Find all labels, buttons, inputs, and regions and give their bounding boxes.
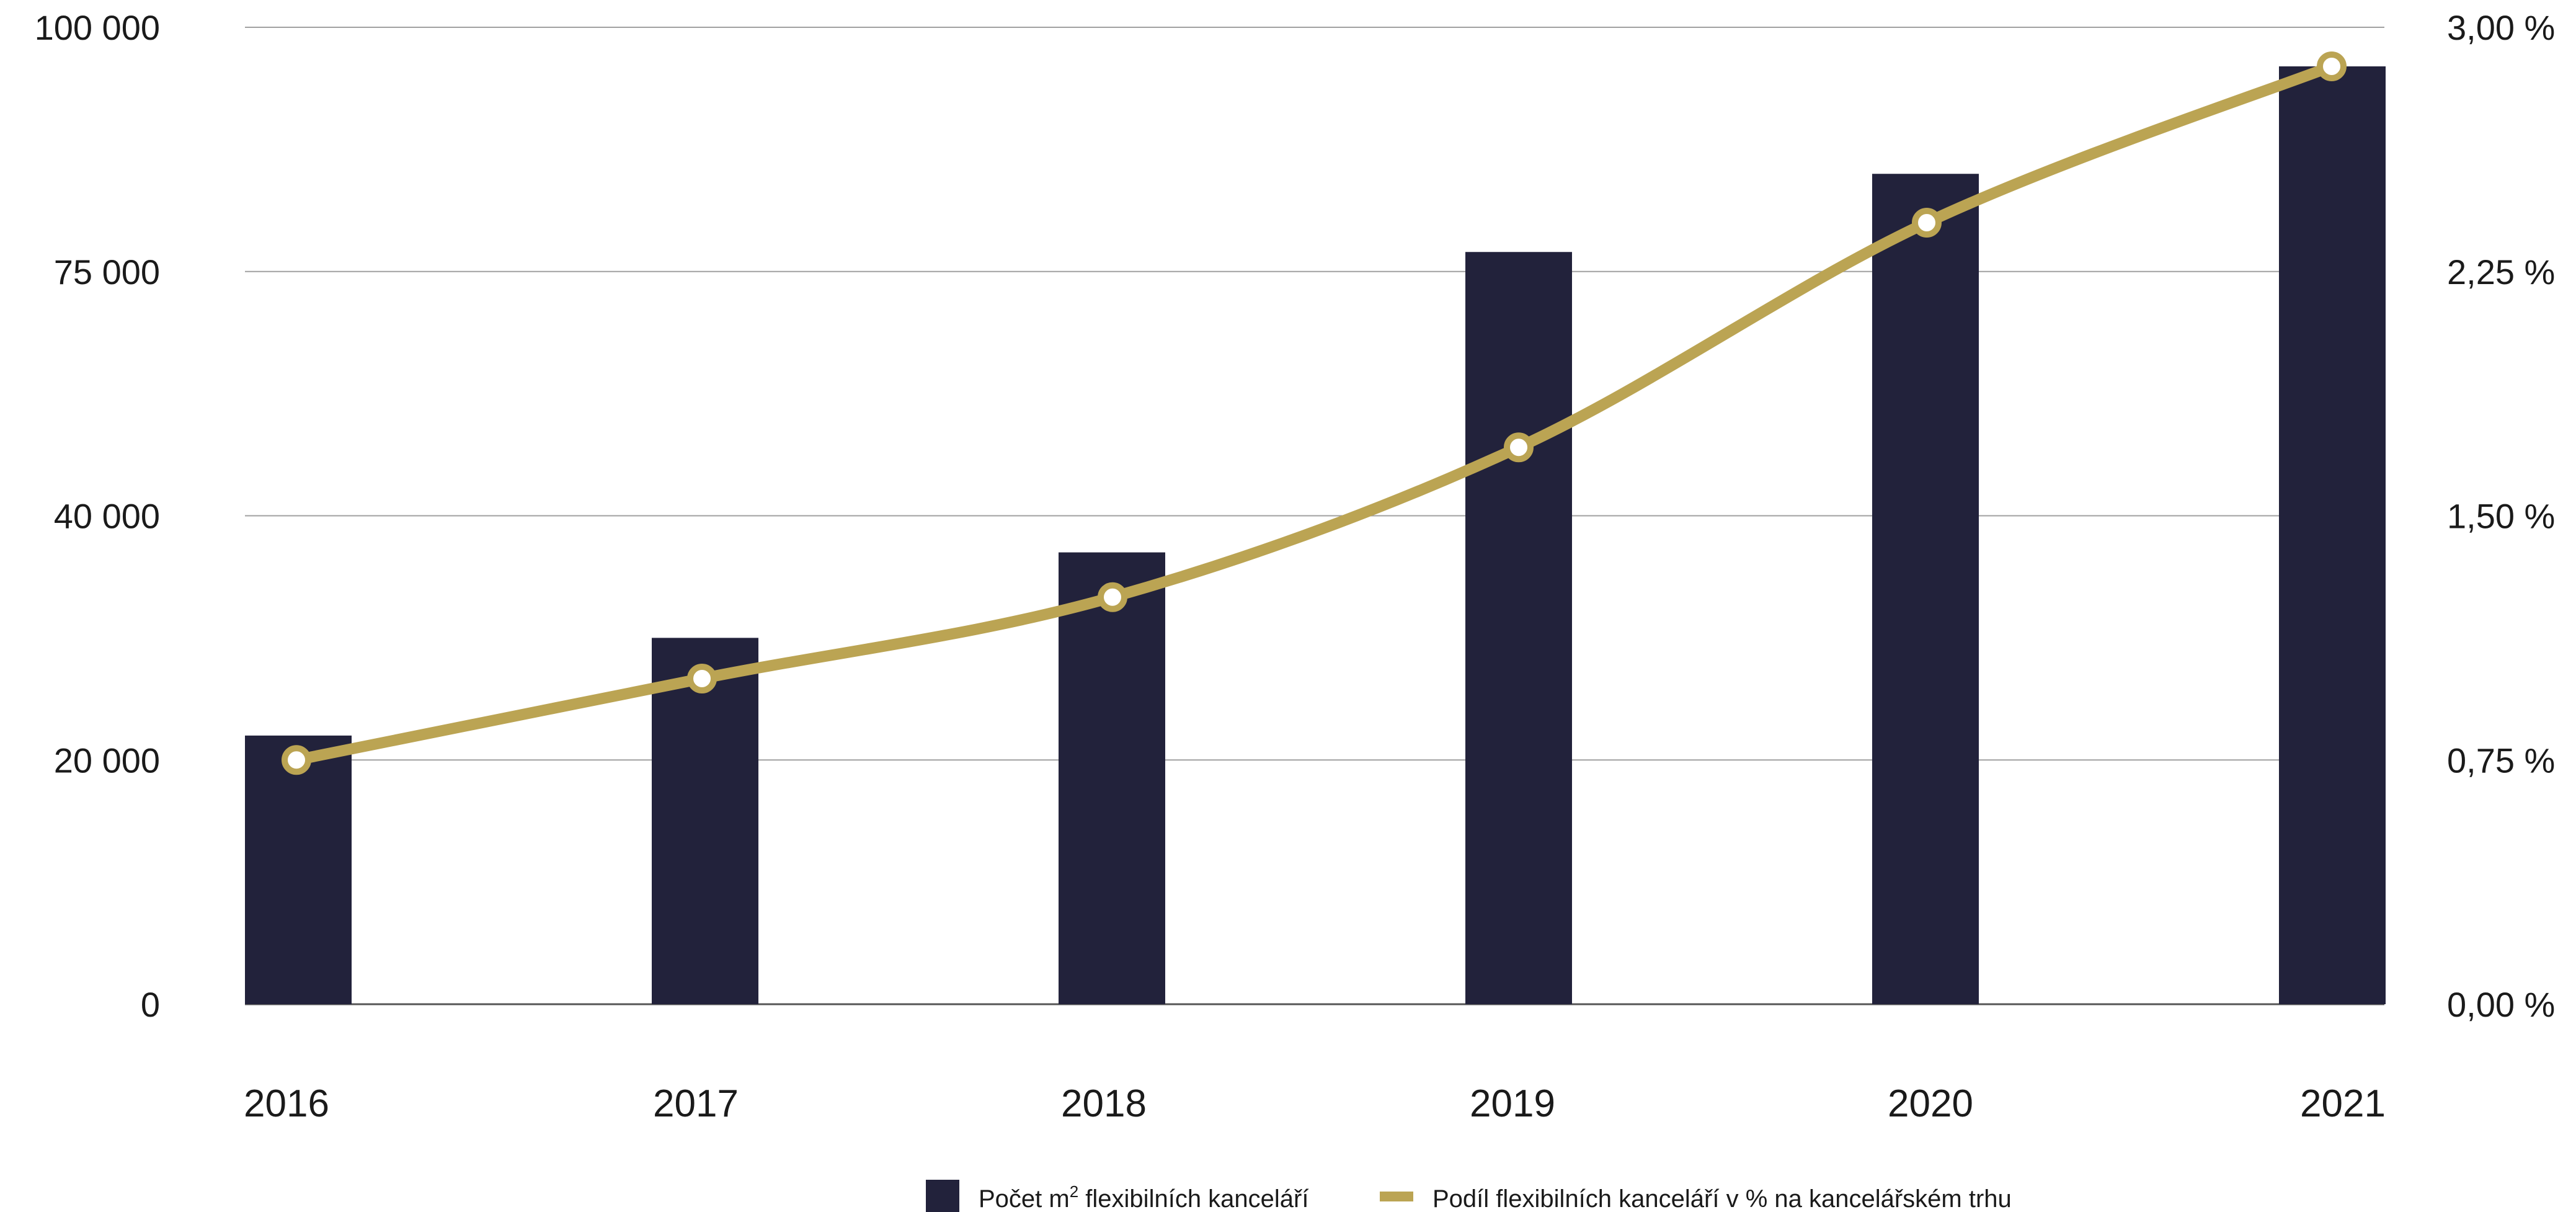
right-axis-tick-labels: 0,00 % 0,75 % 1,50 % 2,25 % 3,00 %	[2447, 8, 2555, 1024]
left-tick-label: 75 000	[54, 252, 160, 292]
bar-2020	[1872, 174, 1979, 1004]
share-line-series	[282, 51, 2347, 775]
category-label-2021: 2021	[2300, 1082, 2386, 1125]
line-point-2019	[1504, 432, 1534, 463]
x-axis-category-labels: 2016 2017 2018 2019 2020 2021	[244, 1082, 2386, 1125]
category-label-2017: 2017	[653, 1082, 739, 1125]
right-tick-label: 3,00 %	[2447, 8, 2555, 47]
category-label-2019: 2019	[1470, 1082, 1555, 1125]
line-point-2017	[687, 664, 717, 693]
share-line	[291, 61, 2337, 766]
bars	[245, 66, 2386, 1004]
bar-2021	[2279, 66, 2386, 1004]
line-point-2016	[282, 745, 311, 775]
legend-label-bar: Počet m2 flexibilních kanceláří	[979, 1182, 1308, 1212]
left-axis-tick-labels: 0 20 000 40 000 75 000 100 000	[35, 8, 160, 1024]
right-tick-label: 0,75 %	[2447, 741, 2555, 780]
gridlines	[245, 27, 2384, 1005]
category-label-2016: 2016	[244, 1082, 329, 1125]
bar-2018	[1059, 552, 1165, 1004]
right-tick-label: 2,25 %	[2447, 252, 2555, 292]
bar-2016	[245, 735, 352, 1004]
line-point-2021	[2317, 51, 2347, 81]
category-label-2020: 2020	[1888, 1082, 1973, 1125]
legend-label-line: Podíl flexibilních kanceláří v % na kanc…	[1432, 1185, 2012, 1212]
right-tick-label: 0,00 %	[2447, 985, 2555, 1024]
bar-2019	[1465, 252, 1572, 1004]
left-tick-label: 0	[141, 985, 160, 1024]
line-point-2020	[1912, 208, 1942, 238]
legend-swatch-line	[1380, 1192, 1413, 1201]
left-tick-label: 40 000	[54, 497, 160, 536]
category-label-2018: 2018	[1061, 1082, 1147, 1125]
right-tick-label: 1,50 %	[2447, 497, 2555, 536]
left-tick-label: 100 000	[35, 8, 160, 47]
legend: Počet m2 flexibilních kanceláří Podíl fl…	[926, 1180, 2012, 1212]
bar-2017	[652, 638, 758, 1004]
legend-swatch-bar	[926, 1180, 959, 1212]
line-point-2018	[1098, 582, 1127, 612]
left-tick-label: 20 000	[54, 741, 160, 780]
